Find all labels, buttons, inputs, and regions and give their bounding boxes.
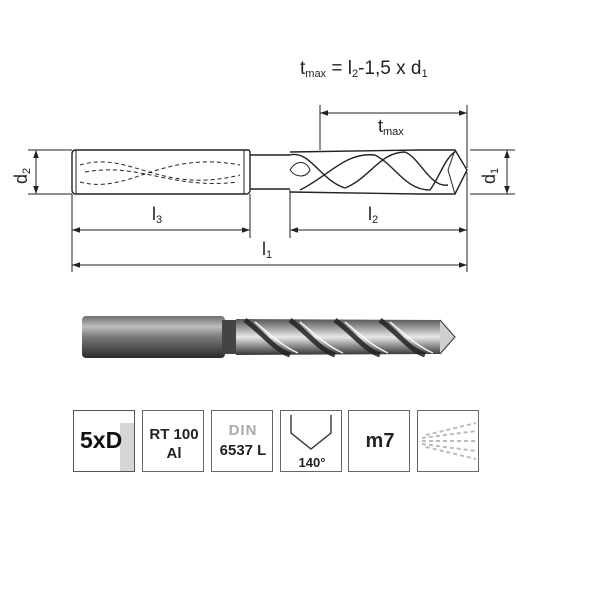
coating-label-line2: Al: [166, 445, 182, 462]
din-label: DIN: [228, 422, 258, 439]
din-standard-icon: DIN 6537 L: [211, 410, 273, 472]
d2-label: d2: [11, 168, 33, 184]
tmax-label: tmax: [378, 116, 404, 138]
coating-icon: RT 100 Al: [142, 410, 204, 472]
drill-body-outline: [289, 149, 468, 195]
l3-label: l3: [152, 204, 162, 226]
length-ratio-label: 5xD: [80, 427, 123, 453]
internal-coolant-icon: [421, 422, 477, 460]
point-angle-label: 140°: [298, 455, 326, 470]
rendered-shank: [82, 316, 225, 358]
shank-hidden-lines: [79, 161, 241, 185]
d1-label: d1: [479, 168, 501, 184]
l1-label: l1: [262, 239, 272, 261]
shank-tolerance-label: m7: [365, 430, 395, 452]
drill-shank-outline: [71, 149, 251, 195]
drill-flutes: [289, 151, 456, 191]
drill-product-image: [82, 316, 456, 358]
l2-label: l2: [368, 204, 378, 226]
coolant-icon: [417, 410, 479, 472]
rendered-flutes: [236, 319, 455, 355]
drill-technical-drawing: d2 d1 tmax l3 l2 l1: [11, 105, 515, 272]
length-ratio-icon: 5xD: [73, 410, 135, 472]
coating-label-line1: RT 100: [149, 426, 199, 443]
shank-tolerance-icon: m7: [348, 410, 410, 472]
tmax-formula: tmax = l2-1,5 x d1: [300, 58, 428, 80]
point-angle-icon: 140°: [280, 410, 342, 472]
din-number-label: 6537 L: [219, 442, 267, 459]
drill-point-icon: [290, 415, 332, 450]
